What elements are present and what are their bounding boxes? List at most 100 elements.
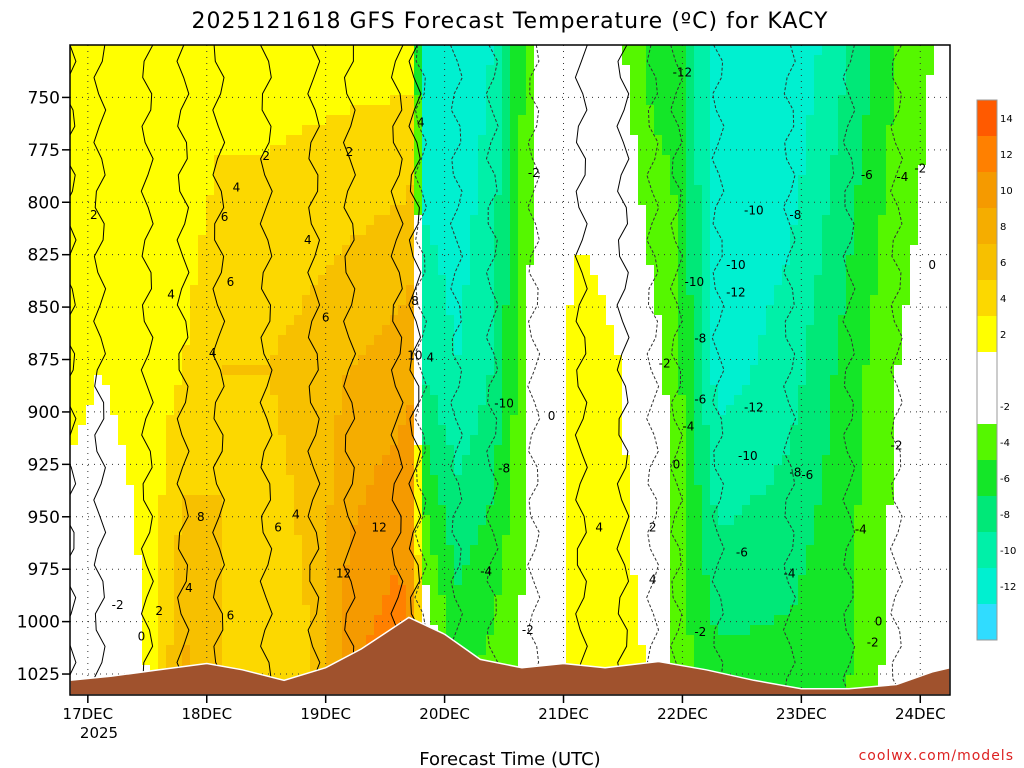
temperature-cell <box>318 545 327 556</box>
temperature-cell <box>326 545 335 556</box>
temperature-cell <box>190 655 199 666</box>
temperature-cell <box>582 45 591 56</box>
temperature-cell <box>182 55 191 66</box>
temperature-cell <box>78 495 87 506</box>
temperature-cell <box>326 165 335 176</box>
temperature-cell <box>294 375 303 386</box>
temperature-cell <box>526 285 535 296</box>
temperature-cell <box>470 365 479 376</box>
temperature-cell <box>110 175 119 186</box>
temperature-cell <box>630 155 639 166</box>
temperature-cell <box>126 655 135 666</box>
temperature-cell <box>262 525 271 536</box>
temperature-cell <box>286 355 295 366</box>
temperature-cell <box>230 175 239 186</box>
temperature-cell <box>334 335 343 346</box>
temperature-cell <box>382 85 391 96</box>
temperature-cell <box>366 515 375 526</box>
temperature-cell <box>430 365 439 376</box>
temperature-cell <box>286 535 295 546</box>
temperature-cell <box>590 545 599 556</box>
temperature-cell <box>238 275 247 286</box>
temperature-cell <box>78 275 87 286</box>
temperature-cell <box>78 375 87 386</box>
temperature-cell <box>214 335 223 346</box>
temperature-cell <box>278 95 287 106</box>
temperature-cell <box>358 495 367 506</box>
temperature-cell <box>614 485 623 496</box>
temperature-cell <box>334 285 343 296</box>
temperature-cell <box>390 105 399 116</box>
temperature-cell <box>334 435 343 446</box>
temperature-cell <box>654 215 663 226</box>
temperature-cell <box>206 215 215 226</box>
temperature-cell <box>398 425 407 436</box>
temperature-cell <box>134 65 143 76</box>
temperature-cell <box>270 265 279 276</box>
temperature-cell <box>294 285 303 296</box>
temperature-cell <box>446 575 455 586</box>
temperature-cell <box>534 265 543 276</box>
temperature-cell <box>102 265 111 276</box>
temperature-cell <box>454 85 463 96</box>
temperature-cell <box>366 635 375 646</box>
temperature-cell <box>502 165 511 176</box>
temperature-cell <box>558 545 567 556</box>
temperature-cell <box>550 225 559 236</box>
temperature-cell <box>198 545 207 556</box>
temperature-cell <box>142 325 151 336</box>
temperature-cell <box>294 545 303 556</box>
temperature-cell <box>630 605 639 616</box>
temperature-cell <box>230 355 239 366</box>
temperature-cell <box>190 495 199 506</box>
temperature-cell <box>174 75 183 86</box>
temperature-cell <box>526 655 535 666</box>
temperature-cell <box>166 395 175 406</box>
temperature-cell <box>558 455 567 466</box>
temperature-cell <box>670 135 679 146</box>
temperature-cell <box>110 435 119 446</box>
temperature-cell <box>318 425 327 436</box>
temperature-cell <box>70 445 79 456</box>
temperature-cell <box>462 255 471 266</box>
temperature-cell <box>502 415 511 426</box>
temperature-cell <box>622 95 631 106</box>
temperature-cell <box>310 205 319 216</box>
temperature-cell <box>86 85 95 96</box>
temperature-cell <box>438 235 447 246</box>
temperature-cell <box>654 235 663 246</box>
temperature-cell <box>390 585 399 596</box>
temperature-cell <box>510 445 519 456</box>
temperature-cell <box>302 95 311 106</box>
temperature-cell <box>422 115 431 126</box>
temperature-cell <box>206 615 215 626</box>
temperature-cell <box>430 445 439 456</box>
temperature-cell <box>518 95 527 106</box>
temperature-cell <box>582 625 591 636</box>
temperature-cell <box>454 305 463 316</box>
temperature-cell <box>606 435 615 446</box>
temperature-cell <box>438 215 447 226</box>
temperature-cell <box>198 445 207 456</box>
temperature-cell <box>294 445 303 456</box>
temperature-cell <box>166 265 175 276</box>
temperature-cell <box>638 65 647 76</box>
temperature-cell <box>222 515 231 526</box>
temperature-cell <box>302 555 311 566</box>
temperature-cell <box>326 135 335 146</box>
temperature-cell <box>174 185 183 196</box>
temperature-cell <box>502 455 511 466</box>
temperature-cell <box>294 115 303 126</box>
temperature-cell <box>462 635 471 646</box>
temperature-cell <box>198 605 207 616</box>
temperature-cell <box>558 415 567 426</box>
temperature-cell <box>110 575 119 586</box>
temperature-cell <box>310 265 319 276</box>
temperature-cell <box>662 145 671 156</box>
temperature-cell <box>126 75 135 86</box>
temperature-cell <box>422 435 431 446</box>
temperature-cell <box>102 325 111 336</box>
temperature-cell <box>374 175 383 186</box>
temperature-cell <box>654 205 663 216</box>
temperature-cell <box>574 195 583 206</box>
